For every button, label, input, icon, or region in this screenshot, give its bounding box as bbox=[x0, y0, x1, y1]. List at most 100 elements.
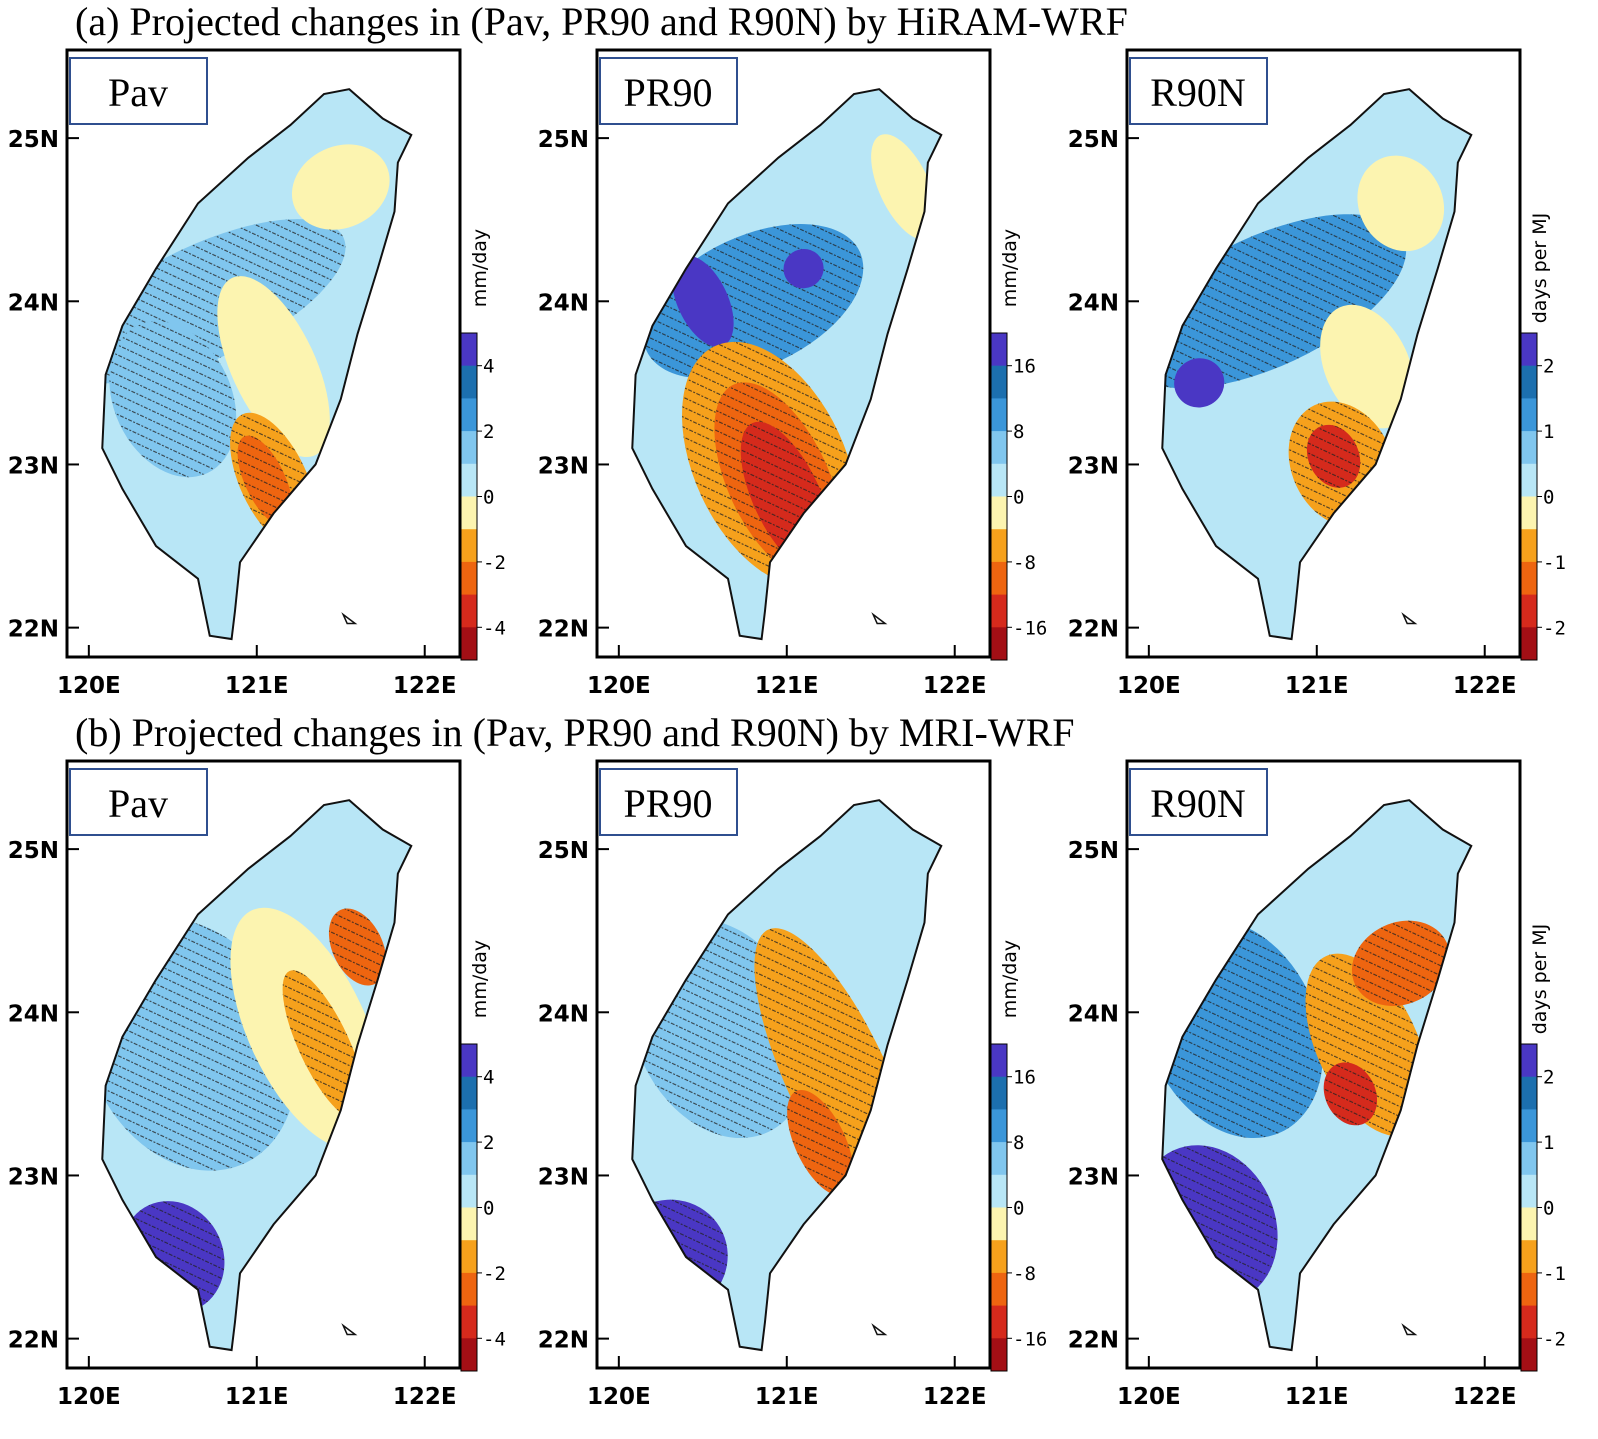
y-tick-label: 24N bbox=[8, 1001, 59, 1027]
frame bbox=[65, 759, 462, 1370]
colorbar-tick-label: 2 bbox=[1543, 1067, 1554, 1089]
hatch bbox=[282, 970, 366, 1120]
y-tick-label: 23N bbox=[1068, 1164, 1119, 1190]
x-tick-label: 120E bbox=[1117, 673, 1181, 699]
islet bbox=[871, 1323, 888, 1336]
colorbar-tick-label: 2 bbox=[1543, 356, 1554, 378]
hatch bbox=[1162, 214, 1407, 389]
y-tick-label: 24N bbox=[1068, 1001, 1119, 1027]
colorbar-segment bbox=[461, 1207, 477, 1241]
colorbar-tick-label: -16 bbox=[1013, 1328, 1047, 1350]
islet bbox=[341, 1323, 358, 1336]
colorbar-tick-label: -4 bbox=[483, 617, 506, 639]
x-tick-label: 121E bbox=[755, 1384, 819, 1410]
panel-label-box bbox=[1129, 57, 1268, 125]
colorbar-segment bbox=[1521, 463, 1537, 497]
colorbar-segment bbox=[1521, 1044, 1537, 1078]
colorbar-segment bbox=[461, 529, 477, 563]
y-tick-label: 25N bbox=[538, 127, 589, 153]
colorbar-segment bbox=[1521, 1109, 1537, 1143]
hatch bbox=[109, 321, 237, 478]
x-tick-label: 120E bbox=[587, 1384, 651, 1410]
map-fill bbox=[102, 89, 412, 640]
colorbar-tick-label: 2 bbox=[483, 1132, 494, 1154]
x-tick-label: 121E bbox=[1285, 673, 1349, 699]
islet bbox=[1401, 612, 1418, 625]
colorbar-segment bbox=[461, 1272, 477, 1307]
colorbar-segment bbox=[1521, 1174, 1537, 1208]
y-tick-label: 25N bbox=[8, 127, 59, 153]
contour bbox=[671, 255, 734, 347]
y-tick-label: 22N bbox=[1068, 1328, 1119, 1354]
panel-label-box bbox=[69, 57, 208, 125]
colorbar-segment bbox=[991, 1044, 1007, 1078]
x-tick-label: 122E bbox=[393, 673, 457, 699]
colorbar-segment bbox=[991, 1338, 1007, 1372]
colorbar-tick-label: 1 bbox=[1543, 421, 1554, 443]
hatch bbox=[1306, 424, 1361, 488]
colorbar-tick-label: -2 bbox=[483, 552, 506, 574]
contour bbox=[783, 248, 824, 289]
colorbar-segment bbox=[461, 333, 477, 367]
coastline bbox=[631, 799, 943, 1352]
islet bbox=[1401, 1323, 1418, 1336]
coastline bbox=[1161, 88, 1473, 641]
colorbar-unit: mm/day bbox=[999, 229, 1021, 307]
colorbar-unit: days per MJ bbox=[1529, 213, 1551, 323]
colorbar-segment bbox=[1521, 1207, 1537, 1241]
y-tick-label: 22N bbox=[538, 1328, 589, 1354]
y-tick-label: 23N bbox=[8, 453, 59, 479]
frame bbox=[595, 759, 992, 1370]
panel-label-box bbox=[69, 768, 208, 836]
islet bbox=[341, 612, 358, 625]
colorbar-segment bbox=[461, 561, 477, 596]
y-tick-label: 24N bbox=[538, 1001, 589, 1027]
colorbar-unit: mm/day bbox=[469, 229, 491, 307]
colorbar-segment bbox=[461, 1142, 477, 1176]
contour bbox=[1357, 155, 1445, 252]
x-tick-label: 121E bbox=[755, 673, 819, 699]
panel-label: Pav bbox=[108, 781, 168, 826]
colorbar-tick-label: 0 bbox=[1543, 487, 1554, 509]
panel-label: PR90 bbox=[624, 781, 713, 826]
map-fill bbox=[1162, 800, 1472, 1351]
y-tick-label: 24N bbox=[1068, 290, 1119, 316]
colorbar-tick-label: -1 bbox=[1543, 1263, 1566, 1285]
colorbar-segment bbox=[1521, 1338, 1537, 1372]
colorbar-unit: mm/day bbox=[469, 940, 491, 1018]
frame bbox=[595, 48, 992, 659]
contour bbox=[1174, 358, 1225, 408]
colorbar-tick-label: 0 bbox=[1543, 1198, 1554, 1220]
x-tick-label: 120E bbox=[587, 673, 651, 699]
x-tick-label: 121E bbox=[225, 1384, 289, 1410]
colorbar-segment bbox=[1521, 1076, 1537, 1110]
colorbar-segment bbox=[991, 463, 1007, 497]
colorbar-segment bbox=[1521, 496, 1537, 530]
colorbar-segment bbox=[991, 529, 1007, 563]
row-title: (a) Projected changes in (Pav, PR90 and … bbox=[75, 0, 1128, 44]
colorbar-tick-label: -2 bbox=[1543, 617, 1566, 639]
colorbar-segment bbox=[1521, 594, 1537, 628]
colorbar-tick-label: -16 bbox=[1013, 617, 1047, 639]
colorbar-segment bbox=[991, 333, 1007, 367]
colorbar-segment bbox=[461, 594, 477, 628]
colorbar-tick-label: -2 bbox=[483, 1263, 506, 1285]
map-fill bbox=[102, 800, 412, 1351]
colorbar-segment bbox=[461, 1044, 477, 1078]
colorbar-segment bbox=[461, 1076, 477, 1110]
contour bbox=[291, 144, 390, 230]
frame bbox=[65, 48, 462, 659]
colorbar-unit: mm/day bbox=[999, 940, 1021, 1018]
panel-label: R90N bbox=[1150, 70, 1246, 115]
colorbar-segment bbox=[991, 365, 1007, 399]
colorbar-segment bbox=[1521, 529, 1537, 563]
colorbar-segment bbox=[991, 1076, 1007, 1110]
colorbar-segment bbox=[461, 627, 477, 661]
x-tick-label: 120E bbox=[57, 673, 121, 699]
colorbar-tick-label: -8 bbox=[1013, 552, 1036, 574]
colorbar-tick-label: -4 bbox=[483, 1328, 506, 1350]
coastline bbox=[101, 799, 413, 1352]
colorbar-segment bbox=[991, 1109, 1007, 1143]
coastline bbox=[101, 88, 413, 641]
